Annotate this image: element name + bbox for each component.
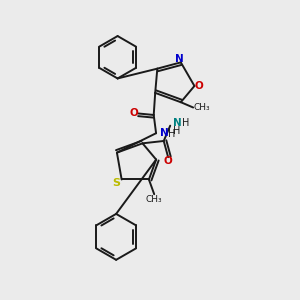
Text: H: H [182, 118, 189, 128]
Text: N: N [175, 54, 184, 64]
Text: H: H [173, 126, 180, 136]
Text: CH₃: CH₃ [193, 103, 210, 112]
Text: S: S [112, 178, 120, 188]
Text: H: H [168, 128, 175, 139]
Text: O: O [195, 81, 203, 91]
Text: N: N [173, 118, 182, 128]
Text: O: O [164, 156, 172, 166]
Text: O: O [130, 108, 139, 118]
Text: CH₃: CH₃ [146, 195, 163, 204]
Text: N: N [160, 128, 168, 138]
